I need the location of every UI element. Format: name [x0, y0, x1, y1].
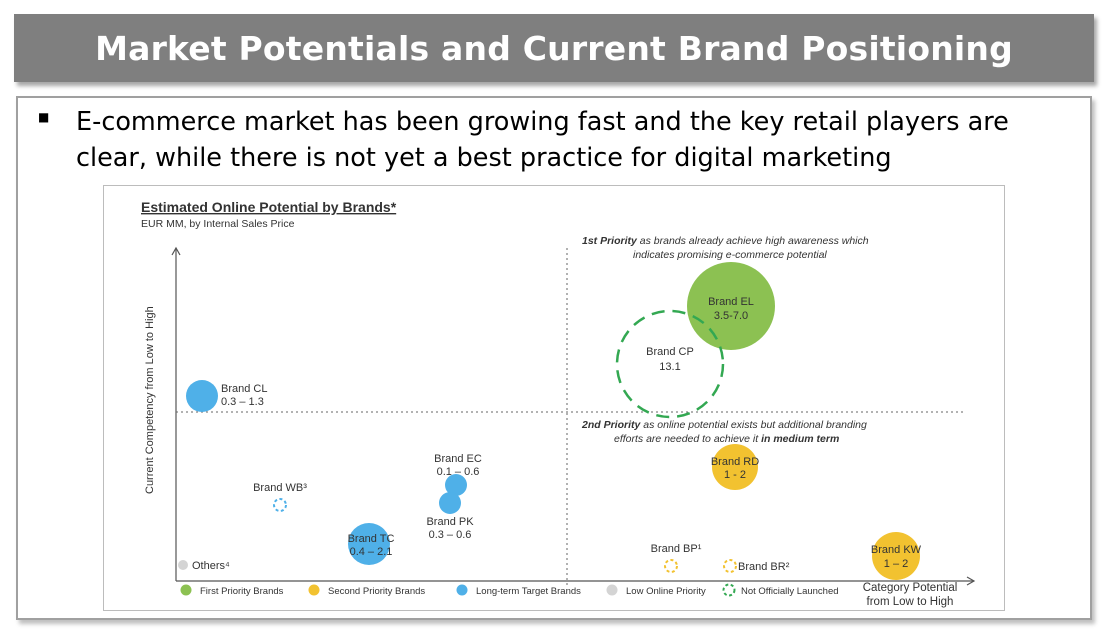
bubble-brand-cl [186, 380, 218, 412]
y-axis-arrow-icon [171, 246, 181, 256]
value-brand-tc: 0.4 – 2.1 [350, 546, 393, 558]
label-brand-pk: Brand PK [426, 516, 474, 528]
bubble-brand-wb [273, 498, 287, 512]
value-brand-kw: 1 – 2 [884, 558, 908, 570]
q2-line2b: in medium term [761, 433, 839, 445]
label-brand-rd: Brand RD [711, 456, 759, 468]
bubble-brand-tc [348, 523, 390, 565]
label-brand-ec: Brand EC [434, 453, 482, 465]
legend-label-low: Low Online Priority [626, 586, 706, 597]
value-brand-pk: 0.3 – 0.6 [429, 529, 472, 541]
label-brand-br: Brand BR² [738, 561, 790, 573]
bubble-brand-ec [445, 474, 467, 496]
legend-swatch-first [180, 584, 192, 596]
bubble-brand-rd [712, 444, 758, 490]
bubble-brand-br [723, 559, 737, 573]
chart-title: Estimated Online Potential by Brands* [141, 199, 397, 215]
title-banner: Market Potentials and Current Brand Posi… [14, 14, 1094, 82]
q2-annotation-line2: efforts are needed to achieve it in medi… [614, 433, 839, 445]
legend-label-not-launched: Not Officially Launched [741, 586, 839, 597]
legend-swatch-second [308, 584, 320, 596]
label-others: Others⁴ [192, 560, 230, 572]
q1-line1: as brands already achieve high awareness… [640, 235, 869, 247]
chart-subtitle: EUR MM, by Internal Sales Price [141, 218, 295, 230]
label-brand-kw: Brand KW [871, 544, 922, 556]
bullet-text: E-commerce market has been growing fast … [76, 107, 1009, 173]
label-brand-bp: Brand BP¹ [651, 543, 702, 555]
value-brand-rd: 1 - 2 [724, 469, 746, 481]
label-brand-tc: Brand TC [348, 533, 395, 545]
x-axis-label-line1: Category Potential [863, 582, 958, 594]
legend-swatch-longterm [456, 584, 468, 596]
q1-annotation-line1: 1st Priority as brands already achieve h… [582, 235, 869, 247]
value-brand-cp: 13.1 [659, 361, 680, 373]
q2-lead: 2nd Priority [581, 419, 642, 431]
legend-swatch-low [606, 584, 618, 596]
chart-frame: Estimated Online Potential by Brands* EU… [103, 185, 1005, 611]
bubble-brand-bp [664, 559, 678, 573]
q2-line2a: efforts are needed to achieve it [614, 433, 761, 445]
q1-lead: 1st Priority [582, 235, 638, 247]
label-brand-cl: Brand CL [221, 383, 267, 395]
bubble-brand-el [687, 262, 775, 350]
bubble-brand-pk [439, 492, 461, 514]
legend-label-second: Second Priority Brands [328, 586, 425, 597]
legend-swatch-not-launched [722, 583, 736, 597]
q2-line1: as online potential exists but additiona… [643, 419, 867, 431]
value-brand-ec: 0.1 – 0.6 [437, 466, 480, 478]
y-axis-label: Current Competency from Low to High [144, 306, 156, 494]
legend: First Priority Brands Second Priority Br… [180, 583, 839, 597]
label-brand-cp: Brand CP [646, 346, 694, 358]
value-brand-el: 3.5-7.0 [714, 310, 748, 322]
x-axis-arrow-icon [966, 576, 976, 586]
legend-label-first: First Priority Brands [200, 586, 284, 597]
q2-annotation-line1: 2nd Priority as online potential exists … [581, 419, 867, 431]
positioning-chart: Estimated Online Potential by Brands* EU… [141, 199, 976, 608]
q1-line2: indicates promising e-commerce potential [633, 249, 827, 261]
legend-label-longterm: Long-term Target Brands [476, 586, 581, 597]
bubble-brand-kw [872, 532, 920, 580]
bubble-others [178, 560, 188, 570]
bullet-marker-icon: ■ [38, 110, 50, 124]
label-brand-el: Brand EL [708, 296, 754, 308]
bubble-brand-cp [615, 309, 725, 419]
value-brand-cl: 0.3 – 1.3 [221, 396, 264, 408]
label-brand-wb: Brand WB³ [253, 482, 307, 494]
page-title: Market Potentials and Current Brand Posi… [95, 28, 1013, 68]
x-axis-label-line2: from Low to High [867, 596, 954, 608]
